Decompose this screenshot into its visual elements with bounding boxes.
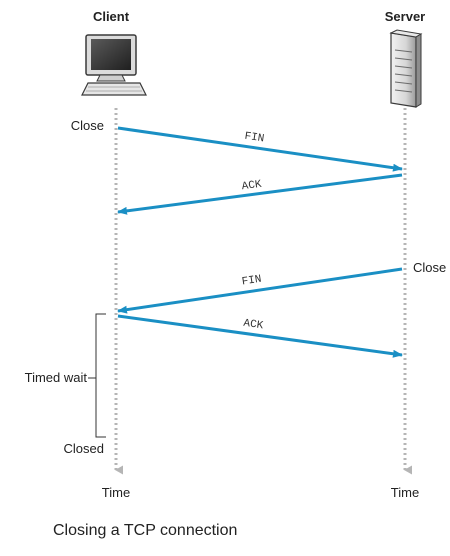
client-time-label: Time <box>102 485 130 500</box>
ack-arrow-server-to-client <box>117 173 403 215</box>
server-close-label: Close <box>413 260 446 275</box>
fin-arrow-server-to-client <box>117 267 403 314</box>
server-title: Server <box>385 9 425 24</box>
client-closed-label: Closed <box>64 441 104 456</box>
timed-wait-bracket <box>88 313 106 438</box>
server-icon <box>389 29 423 108</box>
fin-label-2: FIN <box>241 274 262 289</box>
client-computer-icon <box>81 34 147 96</box>
fin-arrow-client-to-server <box>117 126 403 172</box>
ack-arrow-client-to-server <box>117 314 403 358</box>
figure-caption: Closing a TCP connection <box>53 522 237 539</box>
server-time-label: Time <box>391 485 419 500</box>
timed-wait-label: Timed wait <box>25 370 88 385</box>
fin-label-1: FIN <box>244 131 265 146</box>
ack-label-2: ACK <box>243 318 265 333</box>
ack-label-1: ACK <box>241 179 263 194</box>
client-title: Client <box>93 9 130 24</box>
client-close-label: Close <box>71 118 104 133</box>
